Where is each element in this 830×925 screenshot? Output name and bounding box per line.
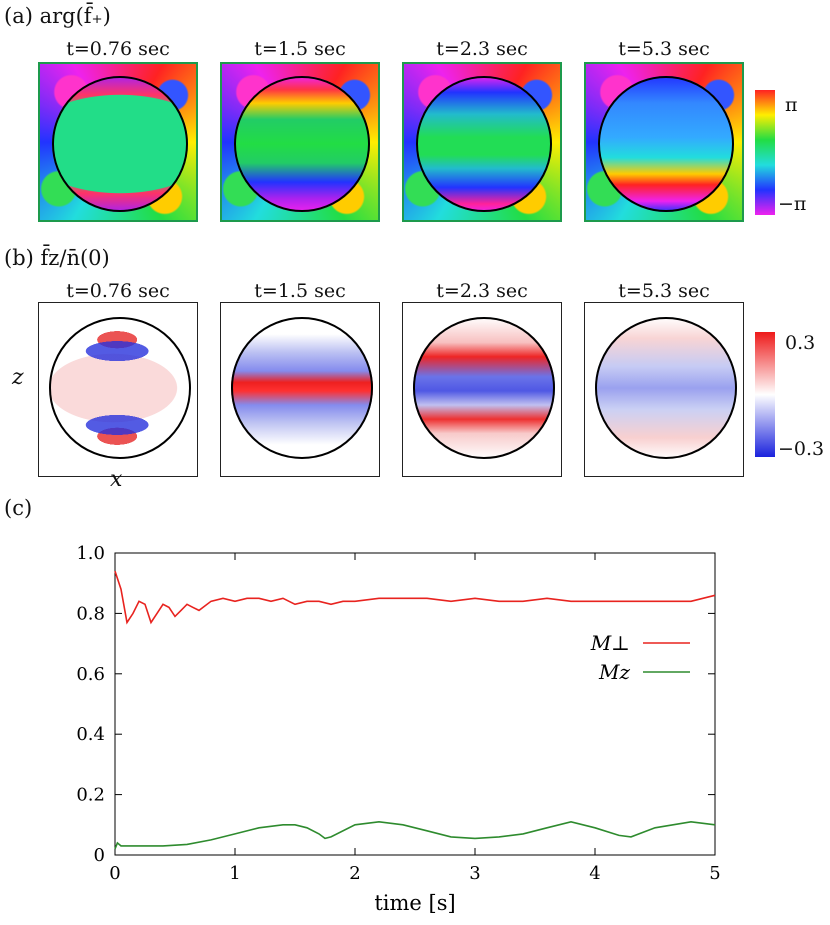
panel-b-title-1: t=0.76 sec — [66, 280, 170, 302]
x-tick-label: 2 — [349, 863, 360, 884]
y-tick-label: 0 — [94, 845, 105, 866]
y-tick-label: 0.2 — [76, 785, 105, 806]
x-tick-label: 4 — [589, 863, 600, 884]
panel-b-title-2: t=1.5 sec — [254, 280, 346, 302]
fz-colorbar-bottom: −0.3 — [778, 438, 825, 460]
fz-colorbar-top: 0.3 — [785, 332, 816, 354]
y-tick-label: 0.4 — [76, 724, 105, 745]
y-tick-label: 0.8 — [76, 603, 105, 624]
panel-a-label: (a) arg(f̄₊) — [4, 4, 111, 28]
x-tick-label: 5 — [709, 863, 720, 884]
panel-a-title-3: t=2.3 sec — [436, 38, 528, 60]
fz-map-t15 — [220, 302, 380, 477]
phase-colorbar — [755, 90, 775, 215]
panel-a-title-4: t=5.3 sec — [618, 38, 710, 60]
phase-map-t076 — [38, 62, 198, 222]
panel-a-quantity: arg(f̄₊) — [39, 4, 111, 28]
x-tick-label: 3 — [469, 863, 480, 884]
fz-map-t076 — [38, 302, 198, 477]
x-axis-label: x — [110, 467, 123, 492]
x-tick-label: 0 — [109, 863, 120, 884]
x-tick-label: 1 — [229, 863, 240, 884]
phase-colorbar-top: π — [785, 94, 798, 116]
panel-b-title-4: t=5.3 sec — [618, 280, 710, 302]
fz-colorbar — [755, 332, 775, 457]
panel-b-quantity: f̄z/n̄(0) — [40, 246, 110, 270]
panel-c-label: (c) — [4, 496, 33, 520]
fz-map-t23 — [402, 302, 562, 477]
z-axis-label: z — [12, 365, 24, 390]
panel-b-label: (b) f̄z/n̄(0) — [4, 246, 110, 270]
phase-map-t53 — [584, 62, 744, 222]
legend-label: M⊥ — [590, 631, 630, 655]
panel-a-title-1: t=0.76 sec — [66, 38, 170, 60]
phase-colorbar-bottom: −π — [778, 193, 807, 215]
legend-label: Mz — [598, 660, 630, 684]
x-axis-title: time [s] — [374, 891, 455, 915]
y-tick-label: 1.0 — [76, 543, 105, 564]
panel-b-title-3: t=2.3 sec — [436, 280, 528, 302]
fz-map-t53 — [584, 302, 744, 477]
y-tick-label: 0.6 — [76, 664, 105, 685]
series-line-m-z — [114, 820, 716, 850]
phase-map-t23 — [402, 62, 562, 222]
panel-a-title-2: t=1.5 sec — [254, 38, 346, 60]
series-line-m-perp — [114, 570, 716, 625]
phase-map-t15 — [220, 62, 380, 222]
plot-frame — [114, 552, 716, 856]
